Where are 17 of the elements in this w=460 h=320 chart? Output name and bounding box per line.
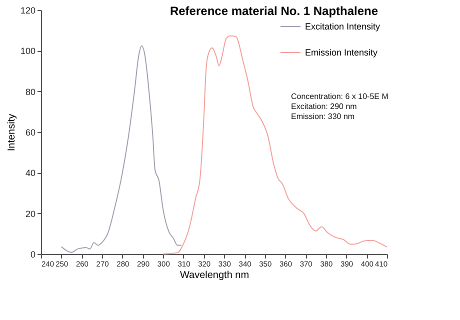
y-tick-label: 120: [20, 6, 36, 16]
y-tick-label: 80: [25, 86, 36, 97]
line-series: [60, 45, 182, 253]
annotation: Concentration: 6 x 10-5E M: [291, 92, 389, 101]
y-tick-label: 60: [25, 128, 36, 138]
y-tick-label: 0: [30, 250, 36, 260]
legend-label: Excitation Intensity: [305, 22, 381, 32]
y-tick-label: 100: [20, 46, 36, 56]
x-axis-title: Wavelength nm: [180, 270, 250, 281]
annotation: Excitation: 290 nm: [291, 102, 358, 111]
y-tick-label: 40: [25, 168, 36, 178]
y-axis-title: Intensity: [6, 114, 18, 152]
line-series: [162, 35, 388, 254]
y-tick-label: 20: [25, 208, 36, 219]
annotation: Emission: 330 nm: [291, 112, 355, 121]
chart-title: Reference material No. 1 Napthalene: [170, 4, 378, 18]
legend-label: Emission Intensity: [305, 48, 378, 58]
